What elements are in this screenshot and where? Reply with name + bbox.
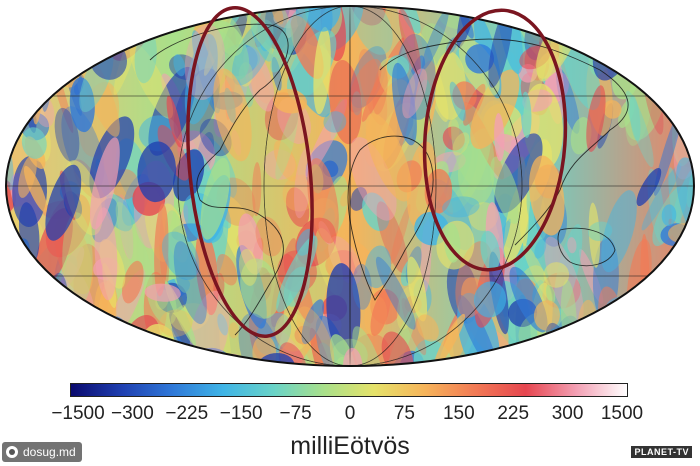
watermark: dosug.md (2, 442, 82, 462)
map-surface (6, 6, 694, 366)
watermark-text: dosug.md (23, 445, 76, 459)
colorbar-tick-label: 300 (551, 403, 584, 424)
colorbar-tick-label: −75 (279, 403, 312, 424)
colorbar-tick-label: −225 (165, 403, 209, 424)
colorbar-tick-label: 0 (344, 403, 356, 424)
colorbar-tick-label: 1500 (600, 403, 644, 424)
colorbar-tick-label: −1500 (51, 403, 105, 424)
colorbar-tick-label: 75 (393, 403, 415, 424)
colorbar-tick-label: 225 (497, 403, 530, 424)
colorbar (70, 383, 628, 397)
image-credit: PLANET-TV (631, 446, 692, 458)
gravity-gradient-map (5, 5, 695, 367)
graticule (6, 6, 694, 366)
africa-asia-highlight-ellipse (422, 8, 568, 272)
colorbar-tick-label: 150 (442, 403, 475, 424)
colorbar-tick-label: −300 (110, 403, 154, 424)
americas-highlight-ellipse (186, 6, 314, 338)
site-logo-icon (6, 446, 18, 458)
colorbar-unit-label: milliEötvös (290, 432, 410, 460)
colorbar-tick-label: −150 (219, 403, 263, 424)
